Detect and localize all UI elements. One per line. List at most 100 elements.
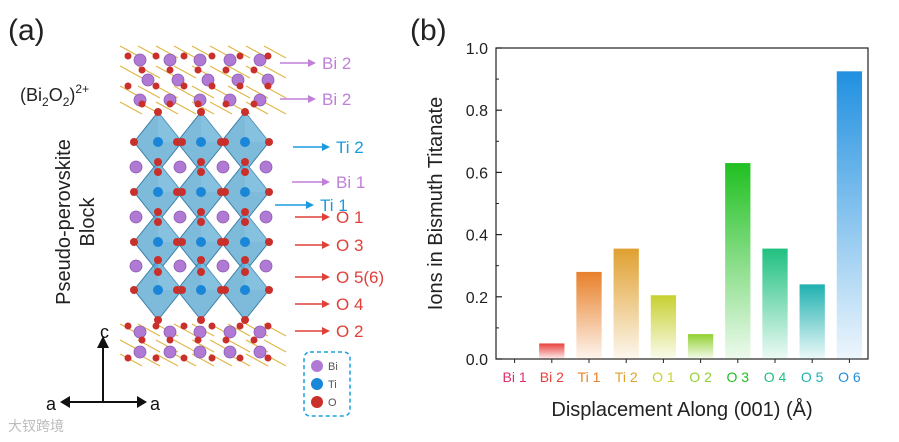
site-label: Bi 1 bbox=[292, 173, 365, 192]
oxygen-atom bbox=[154, 256, 162, 264]
oxygen-atom bbox=[154, 208, 162, 216]
oxygen-atom bbox=[265, 188, 273, 196]
oxygen-atom bbox=[194, 100, 202, 108]
oxygen-atom bbox=[154, 168, 162, 176]
bismuth-atom bbox=[223, 53, 237, 67]
crystal-structure-diagram: (Bi2O2)2+ Pseudo-perovskite Block Bi 2 Bi… bbox=[20, 45, 384, 417]
bar-o-6 bbox=[836, 71, 863, 359]
oxygen-atom bbox=[138, 336, 146, 344]
svg-text:Ti: Ti bbox=[328, 379, 337, 391]
oxygen-atom bbox=[264, 322, 272, 330]
bismuth-atom bbox=[193, 345, 207, 359]
svg-text:Bi 2: Bi 2 bbox=[322, 54, 351, 73]
y-tick-label: 0.4 bbox=[466, 228, 488, 245]
svg-text:O: O bbox=[328, 397, 337, 409]
oxygen-atom bbox=[197, 108, 205, 116]
axis-a-left-label: a bbox=[46, 394, 57, 414]
oxygen-atom bbox=[130, 138, 138, 146]
oxygen-atom bbox=[173, 138, 181, 146]
panel-b-label: (b) bbox=[410, 14, 447, 47]
site-label: O 3 bbox=[295, 236, 363, 255]
oxygen-atom bbox=[264, 82, 272, 90]
oxygen-atom bbox=[194, 336, 202, 344]
bar-ti-1 bbox=[576, 271, 602, 359]
oxygen-atom bbox=[217, 138, 225, 146]
bar-o-1 bbox=[650, 295, 677, 359]
bismuth-atom bbox=[133, 345, 147, 359]
panel-a-label: (a) bbox=[8, 14, 45, 47]
oxygen-atom bbox=[154, 108, 162, 116]
oxygen-atom bbox=[138, 66, 146, 74]
x-axis-label: Displacement Along (001) (Å) bbox=[551, 398, 812, 421]
oxygen-atom bbox=[124, 82, 132, 90]
svg-text:Bi 1: Bi 1 bbox=[336, 173, 365, 192]
bismuth-atom bbox=[216, 160, 230, 174]
site-label: O 5(6) bbox=[295, 268, 384, 287]
svg-text:Ti 1: Ti 1 bbox=[320, 196, 348, 215]
x-tick-label: Ti 2 bbox=[615, 369, 638, 385]
block-label-line2: Block bbox=[77, 197, 99, 247]
oxygen-atom bbox=[264, 52, 272, 60]
x-tick-label: O 5 bbox=[801, 369, 824, 385]
svg-text:Bi 2: Bi 2 bbox=[322, 90, 351, 109]
bismuth-atom bbox=[173, 259, 187, 273]
x-tick-label: O 1 bbox=[652, 369, 675, 385]
bar-bi-2 bbox=[539, 343, 565, 359]
bismuth-atom bbox=[223, 325, 237, 339]
oxygen-atom bbox=[241, 316, 249, 324]
oxygen-atom bbox=[208, 82, 216, 90]
oxygen-atom bbox=[236, 322, 244, 330]
oxygen-atom bbox=[208, 52, 216, 60]
oxygen-atom bbox=[180, 52, 188, 60]
oxygen-atom bbox=[166, 336, 174, 344]
block-label-line1: Pseudo-perovskite bbox=[53, 139, 75, 305]
oxygen-atom bbox=[180, 82, 188, 90]
oxygen-atom bbox=[241, 108, 249, 116]
bismuth-atom bbox=[216, 210, 230, 224]
oxygen-atom bbox=[166, 66, 174, 74]
y-tick-label: 0.2 bbox=[466, 290, 488, 307]
svg-text:O 5(6): O 5(6) bbox=[336, 268, 384, 287]
oxygen-atom bbox=[222, 100, 230, 108]
x-tick-label: O 4 bbox=[764, 369, 787, 385]
oxygen-atom bbox=[197, 256, 205, 264]
bismuth-atom bbox=[163, 325, 177, 339]
oxygen-atom bbox=[124, 354, 132, 362]
oxygen-atom bbox=[241, 208, 249, 216]
oxygen-atom bbox=[250, 100, 258, 108]
y-tick-label: 1.0 bbox=[466, 41, 488, 58]
oxygen-atom bbox=[154, 268, 162, 276]
oxygen-atom bbox=[197, 268, 205, 276]
bar-ti-2 bbox=[613, 248, 639, 359]
ti-octahedron bbox=[176, 259, 226, 321]
oxygen-atom bbox=[154, 218, 162, 226]
oxygen-atom bbox=[197, 218, 205, 226]
bismuth-atom bbox=[193, 325, 207, 339]
oxygen-atom bbox=[154, 158, 162, 166]
ti-octahedron bbox=[176, 111, 226, 173]
oxygen-atom bbox=[222, 66, 230, 74]
bismuth-atom bbox=[133, 53, 147, 67]
oxygen-atom bbox=[241, 256, 249, 264]
oxygen-atom bbox=[265, 138, 273, 146]
axis-a-right-label: a bbox=[150, 394, 161, 414]
oxygen-atom bbox=[250, 336, 258, 344]
oxygen-atom bbox=[130, 188, 138, 196]
oxygen-atom bbox=[197, 158, 205, 166]
oxygen-atom bbox=[166, 100, 174, 108]
ti-octahedron bbox=[220, 161, 270, 223]
bismuth-atom bbox=[173, 210, 187, 224]
oxygen-atom bbox=[197, 168, 205, 176]
oxygen-atom bbox=[197, 208, 205, 216]
site-label: Bi 2 bbox=[280, 54, 351, 73]
ti-octahedron bbox=[220, 211, 270, 273]
oxygen-atom bbox=[265, 286, 273, 294]
bismuth-atom bbox=[173, 160, 187, 174]
watermark: 大钗跨境 bbox=[8, 418, 64, 434]
oxygen-atom bbox=[173, 238, 181, 246]
y-tick-label: 0.8 bbox=[466, 103, 488, 120]
svg-text:Bi: Bi bbox=[328, 361, 338, 373]
displacement-bar-chart: 0.0 0.2 0.4 0.6 0.8 1.0 Bi 1 Bi 2 Ti 1 Ti 2 O 1 O 2… bbox=[425, 41, 869, 421]
formula-label: (Bi2O2)2+ bbox=[20, 82, 89, 109]
bismuth-atom bbox=[133, 325, 147, 339]
